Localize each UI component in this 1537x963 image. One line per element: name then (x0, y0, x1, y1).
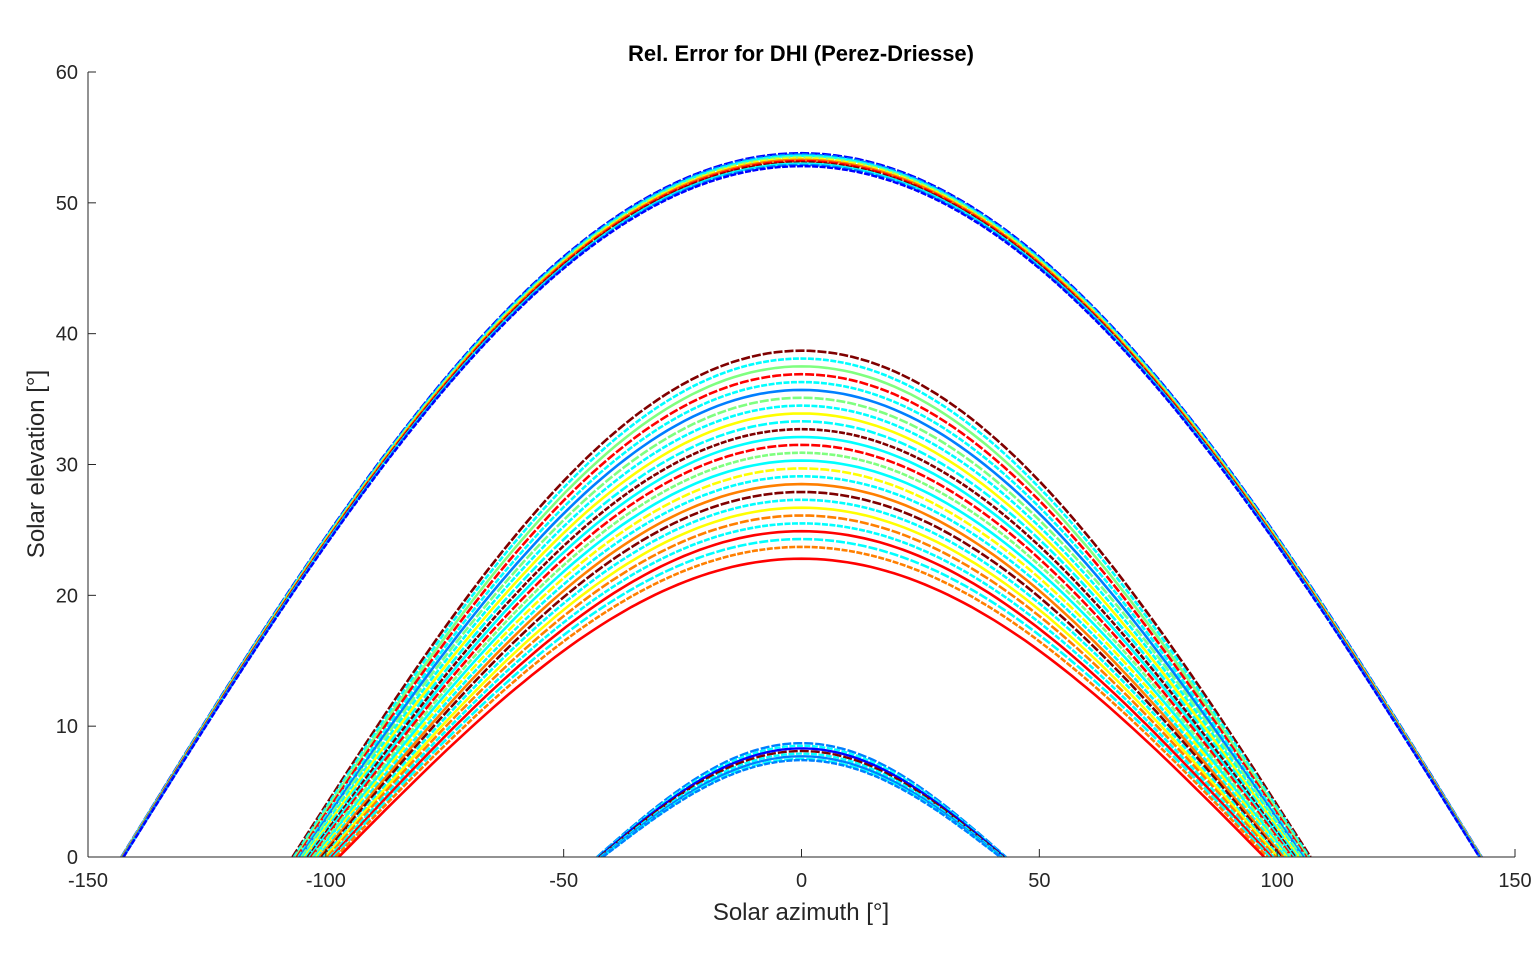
arc-group-2 (291, 349, 1312, 857)
x-tick-label: 150 (1498, 870, 1531, 892)
arc-band (294, 365, 1309, 857)
y-tick-label: 10 (56, 716, 78, 738)
x-tick-label: -100 (306, 870, 346, 892)
y-tick-label: 30 (56, 455, 78, 477)
y-tick-label: 50 (56, 193, 78, 215)
arc-band (330, 529, 1273, 857)
x-tick-label: 0 (796, 870, 807, 892)
arc-band (300, 396, 1303, 857)
arc-band (297, 380, 1306, 857)
x-tick-label: -150 (68, 870, 108, 892)
arc-band (311, 451, 1292, 857)
arc-band (318, 482, 1285, 857)
arc-group-3 (596, 742, 1007, 857)
y-tick-label: 20 (56, 585, 78, 607)
arc-band (324, 506, 1279, 857)
arc-band (310, 443, 1293, 857)
arc-band (328, 522, 1275, 857)
x-tick-label: 50 (1028, 870, 1050, 892)
y-axis-label: Solar elevation [°] (23, 370, 50, 558)
arc-band (337, 557, 1266, 857)
arc-band (596, 742, 1007, 857)
arc-band (303, 412, 1300, 857)
arc-band (316, 474, 1287, 857)
arc-band (600, 755, 1003, 857)
arc-band (291, 349, 1312, 857)
arc-band (295, 372, 1308, 857)
data-arcs (120, 151, 1483, 857)
y-tick-label: 40 (56, 324, 78, 346)
arc-band (599, 752, 1004, 857)
arc-band (598, 749, 1005, 857)
arc-group-1 (120, 151, 1483, 857)
x-axis-label: Solar azimuth [°] (713, 899, 889, 926)
arc-band (334, 545, 1269, 857)
arc-band (308, 435, 1295, 857)
arc-band (292, 357, 1311, 857)
arc-band (122, 164, 1481, 857)
y-tick-label: 0 (67, 847, 78, 869)
arc-band (597, 747, 1006, 857)
arc-band (320, 490, 1283, 857)
arc-band (315, 467, 1288, 857)
arc-band (326, 514, 1277, 857)
arc-band (597, 744, 1006, 857)
arc-band (305, 419, 1298, 857)
axes: -150 -100 -50 0 50 100 150 0 10 20 30 40 50 60 (56, 62, 1532, 892)
arc-band (313, 459, 1290, 857)
x-tick-label: -50 (549, 870, 578, 892)
arc-band (332, 537, 1271, 857)
chart-title: Rel. Error for DHI (Perez-Driesse) (628, 41, 974, 66)
x-tick-label: 100 (1260, 870, 1293, 892)
arc-band (301, 404, 1302, 857)
y-tick-label: 60 (56, 62, 78, 84)
arc-band (602, 759, 1001, 857)
arc-band (298, 388, 1305, 857)
